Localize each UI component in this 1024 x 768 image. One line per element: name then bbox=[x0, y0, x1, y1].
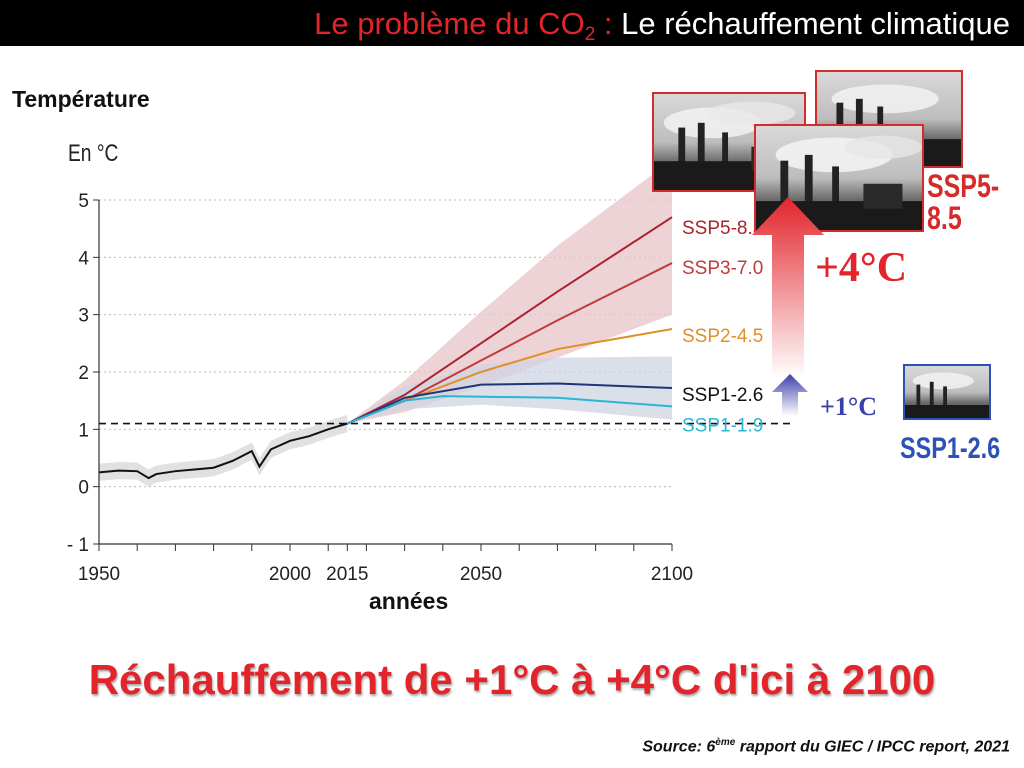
x-tick-label: 2015 bbox=[326, 564, 368, 585]
series-line bbox=[346, 395, 673, 425]
y-tick-label: - 1 bbox=[67, 535, 89, 556]
source-credit: Source: 6ème rapport du GIEC / IPCC repo… bbox=[642, 737, 1010, 756]
y-axis-title: Température bbox=[12, 86, 150, 112]
historical-line bbox=[98, 422, 348, 480]
factory-photo-3 bbox=[754, 124, 924, 232]
arrow-up-small-icon bbox=[772, 374, 808, 416]
y-tick-label: 2 bbox=[78, 363, 89, 384]
series-line bbox=[346, 216, 673, 425]
scenario-band bbox=[347, 159, 672, 424]
x-tick-label: 2000 bbox=[269, 564, 311, 585]
x-tick-label: 2050 bbox=[460, 564, 502, 585]
source-sup: ème bbox=[715, 737, 736, 748]
headline: Réchauffement de +1°C à +4°C d'ici à 210… bbox=[88, 656, 936, 703]
x-tick-label: 2100 bbox=[651, 564, 693, 585]
factory-image bbox=[905, 372, 989, 418]
series-label: SSP1-2.6 bbox=[682, 385, 763, 406]
source-suffix: rapport du GIEC / IPCC report, 2021 bbox=[735, 738, 1010, 756]
y-tick-label: 4 bbox=[78, 248, 89, 269]
title-part1: Le problème du CO bbox=[314, 6, 585, 41]
y-tick-label: 5 bbox=[78, 191, 89, 212]
title-subscript: 2 bbox=[584, 24, 596, 45]
title-separator: : bbox=[595, 6, 622, 41]
y-axis-unit: En °C bbox=[68, 140, 119, 167]
series-label: SSP3-7.0 bbox=[682, 258, 763, 279]
series-label: SSP1-1.9 bbox=[682, 415, 763, 436]
title-bar bbox=[0, 0, 1024, 46]
series-label: SSP2-4.5 bbox=[682, 326, 763, 347]
plus4-label: +4°C bbox=[815, 245, 908, 291]
ssp126-callout: SSP1-2.6 bbox=[900, 432, 1001, 465]
y-tick-label: 3 bbox=[78, 306, 89, 327]
arrow-up-big-icon bbox=[752, 197, 824, 378]
series-label: SSP5-8.5 bbox=[682, 218, 763, 239]
page-title: Le problème du CO2 : Le réchauffement cl… bbox=[314, 6, 1010, 45]
y-tick-label: 1 bbox=[78, 420, 89, 441]
series-line bbox=[346, 382, 673, 425]
historical-band bbox=[99, 415, 348, 487]
source-prefix: Source: 6 bbox=[642, 738, 716, 756]
y-tick-label: 0 bbox=[78, 478, 89, 499]
title-part2: Le réchauffement climatique bbox=[621, 6, 1010, 41]
ssp585-callout: SSP5-8.5 bbox=[927, 168, 1000, 236]
x-tick-label: 1950 bbox=[78, 564, 120, 585]
scenario-band bbox=[347, 356, 672, 424]
factory-photo-small bbox=[903, 364, 991, 420]
plus1-label: +1°C bbox=[820, 392, 877, 421]
x-axis-title: années bbox=[369, 588, 449, 614]
